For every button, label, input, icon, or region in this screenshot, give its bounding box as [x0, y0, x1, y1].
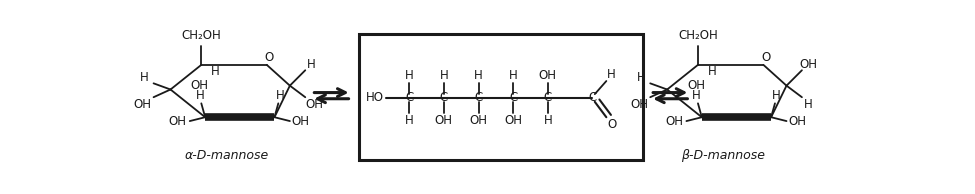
- Text: C: C: [440, 91, 448, 105]
- Text: H: H: [211, 65, 219, 78]
- Text: OH: OH: [631, 98, 648, 111]
- Text: C: C: [475, 91, 483, 105]
- Text: OH: OH: [687, 79, 706, 92]
- Text: H: H: [440, 69, 449, 82]
- Text: CH₂OH: CH₂OH: [181, 29, 221, 42]
- Text: OH: OH: [305, 98, 324, 111]
- Text: H: H: [307, 58, 316, 71]
- Text: H: H: [195, 89, 204, 102]
- Text: H: H: [772, 89, 781, 102]
- Text: H: H: [692, 89, 701, 102]
- Text: H: H: [607, 68, 616, 81]
- Text: OH: OH: [134, 98, 152, 111]
- Text: H: H: [405, 114, 413, 127]
- Text: OH: OH: [435, 114, 452, 127]
- Text: H: H: [637, 71, 645, 84]
- Text: OH: OH: [789, 115, 806, 128]
- Text: OH: OH: [292, 115, 310, 128]
- Text: OH: OH: [800, 58, 817, 71]
- Text: OH: OH: [539, 69, 557, 82]
- Text: H: H: [474, 69, 483, 82]
- Text: OH: OH: [665, 115, 683, 128]
- Text: H: H: [509, 69, 518, 82]
- Text: β-D-mannose: β-D-mannose: [682, 149, 765, 162]
- Text: O: O: [264, 51, 274, 64]
- Text: OH: OH: [470, 114, 488, 127]
- Text: C: C: [588, 91, 597, 105]
- Text: α-D-mannose: α-D-mannose: [184, 149, 269, 162]
- Text: H: H: [405, 69, 413, 82]
- Text: C: C: [509, 91, 518, 105]
- Text: OH: OH: [191, 79, 209, 92]
- Text: C: C: [544, 91, 552, 105]
- Text: OH: OH: [169, 115, 186, 128]
- Text: H: H: [140, 71, 149, 84]
- Bar: [359, 34, 643, 160]
- Text: OH: OH: [504, 114, 523, 127]
- Text: O: O: [761, 51, 770, 64]
- Text: H: H: [708, 65, 717, 78]
- Text: CH₂OH: CH₂OH: [678, 29, 718, 42]
- Text: C: C: [405, 91, 413, 105]
- Text: O: O: [607, 118, 616, 131]
- Text: H: H: [803, 98, 812, 111]
- Text: H: H: [543, 114, 552, 127]
- Text: HO: HO: [367, 91, 384, 105]
- Text: H: H: [276, 89, 285, 102]
